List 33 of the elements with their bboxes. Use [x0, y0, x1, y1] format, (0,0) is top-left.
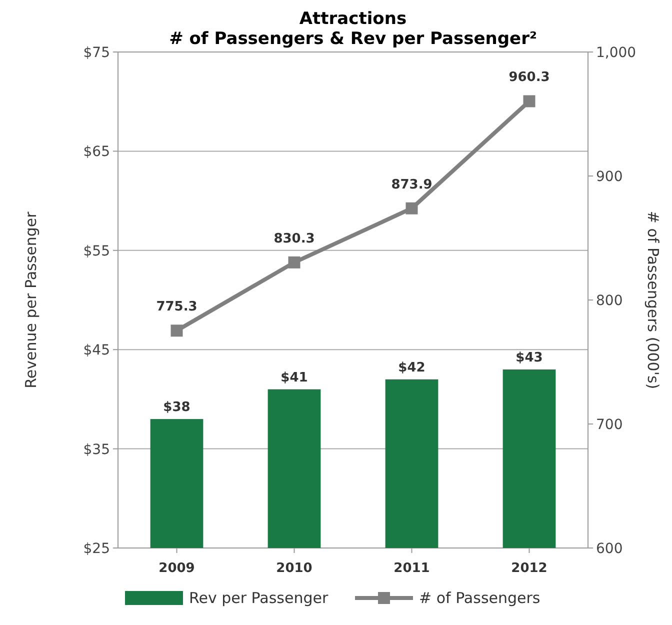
x-tick-label: 2011	[394, 561, 430, 576]
y2-tick-label: 900	[596, 169, 623, 185]
y2-tick-label: 1,000	[596, 45, 636, 61]
chart-title: Attractions	[299, 9, 407, 29]
x-tick-label: 2009	[158, 561, 195, 576]
y-tick-label: $25	[83, 541, 110, 557]
y-tick-label: $75	[83, 45, 110, 61]
data-label: $38	[163, 400, 190, 416]
y2-axis-title: # of Passengers (000's)	[644, 210, 662, 390]
y-tick-label: $55	[83, 243, 110, 260]
x-tick-label: 2012	[511, 561, 548, 576]
x-tick-label: 2010	[276, 561, 312, 576]
data-label: 830.3	[274, 231, 315, 246]
y2-tick-label: 600	[596, 541, 623, 557]
y-tick-label: $65	[83, 144, 110, 160]
point	[523, 95, 536, 108]
y-tick-label: $35	[83, 442, 110, 458]
legend-label: Rev per Passenger	[189, 589, 329, 607]
y-tick-label: $45	[83, 342, 110, 359]
y2-tick-label: 700	[596, 417, 623, 433]
data-label: 960.3	[508, 70, 550, 86]
point	[170, 324, 183, 337]
chart-subtitle: # of Passengers & Rev per Passenger²	[169, 29, 537, 49]
data-label: $43	[516, 350, 543, 366]
legend-label: # of Passengers	[419, 589, 540, 607]
data-label: 775.3	[156, 300, 198, 315]
y-axis-title: Revenue per Passenger	[22, 210, 40, 388]
data-label: 873.9	[391, 177, 432, 192]
y2-tick-label: 800	[596, 293, 623, 309]
data-label: $41	[280, 370, 308, 386]
point	[288, 256, 300, 268]
data-label: $42	[398, 360, 426, 376]
point	[406, 202, 418, 214]
